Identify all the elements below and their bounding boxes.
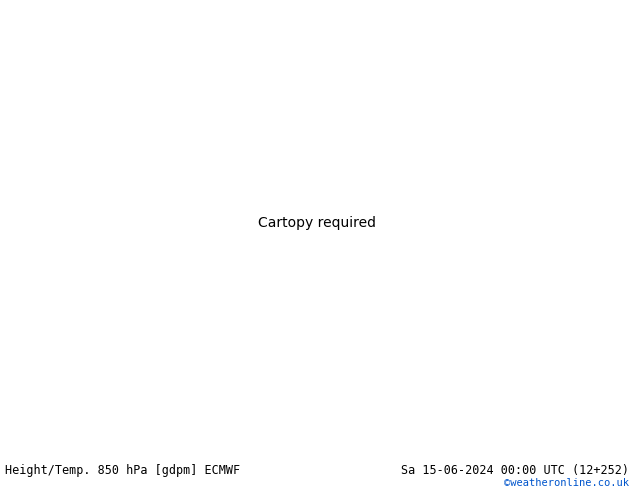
Text: Sa 15-06-2024 00:00 UTC (12+252): Sa 15-06-2024 00:00 UTC (12+252) xyxy=(401,464,629,477)
Text: ©weatheronline.co.uk: ©weatheronline.co.uk xyxy=(504,478,629,488)
Text: Cartopy required: Cartopy required xyxy=(258,216,376,230)
Text: Height/Temp. 850 hPa [gdpm] ECMWF: Height/Temp. 850 hPa [gdpm] ECMWF xyxy=(5,464,240,477)
